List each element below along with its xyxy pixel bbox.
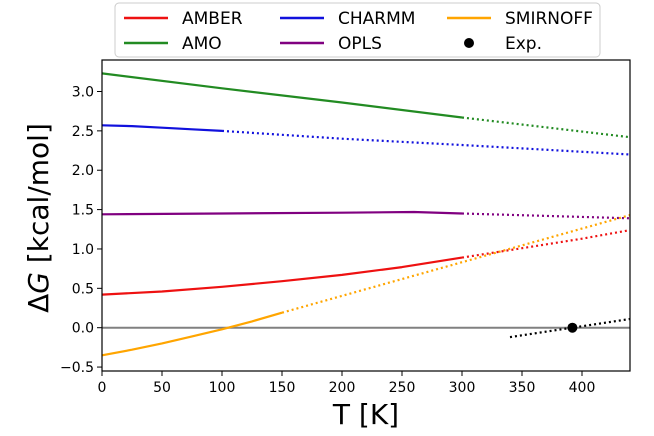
y-tick-label: 0.0 xyxy=(72,321,94,337)
x-tick-label: 0 xyxy=(98,380,107,396)
legend-box xyxy=(114,2,601,58)
x-tick-label: 300 xyxy=(449,380,476,396)
series-opls-line xyxy=(101,210,463,216)
series-amo-extrapolation xyxy=(461,116,631,139)
x-tick-label: 100 xyxy=(209,380,236,396)
x-axis-label: T [K] xyxy=(332,398,399,431)
y-axis-label: ΔG [kcal/mol] xyxy=(22,123,55,313)
y-axis-label-var: G xyxy=(22,272,55,294)
y-tick-label: 3.0 xyxy=(72,84,94,100)
legend-opls-label: OPLS xyxy=(338,34,382,54)
plot-frame xyxy=(101,59,631,372)
y-tick-label: 2.5 xyxy=(72,124,94,140)
y-tick-label: 1.0 xyxy=(72,242,94,258)
y-axis-label-delta: Δ xyxy=(22,294,55,313)
series-charmm-extrapolation xyxy=(221,129,631,156)
series-amber-extrapolation xyxy=(461,229,631,259)
y-tick-label: −0.5 xyxy=(60,360,94,376)
x-tick-label: 400 xyxy=(569,380,596,396)
series-smirnoff-line xyxy=(101,311,283,357)
y-tick-label: 2.0 xyxy=(72,163,94,179)
y-tick-label: 0.5 xyxy=(72,281,94,297)
legend-exp-marker xyxy=(464,38,474,48)
series-charmm-line xyxy=(101,124,223,132)
series-amber-line xyxy=(101,256,463,296)
exp-point xyxy=(567,322,578,333)
legend-smirnoff-label: SMIRNOFF xyxy=(505,9,593,29)
x-tick-label: 150 xyxy=(269,380,296,396)
series-amo-line xyxy=(101,72,463,119)
series-opls-extrapolation xyxy=(461,212,631,220)
x-tick-label: 200 xyxy=(329,380,356,396)
y-tick-label: 1.5 xyxy=(72,203,94,219)
legend: AMBER AMO CHARMM OPLS SMIRNOFF Exp. xyxy=(114,2,601,58)
series-smirnoff-extrapolation xyxy=(281,214,631,314)
legend-amber-label: AMBER xyxy=(182,9,243,29)
legend-amo-label: AMO xyxy=(182,34,222,54)
plot-layer xyxy=(101,72,631,357)
x-tick-label: 50 xyxy=(153,380,171,396)
x-tick-label: 350 xyxy=(509,380,536,396)
legend-charmm-label: CHARMM xyxy=(338,9,415,29)
x-tick-label: 250 xyxy=(389,380,416,396)
y-axis-label-unit: [kcal/mol] xyxy=(22,123,55,272)
legend-exp-label: Exp. xyxy=(505,34,542,54)
tick-layer: 0 50 100 150 200 250 300 350 400 −0.5 0.0 0.5 1.0 1.5… xyxy=(60,84,595,396)
